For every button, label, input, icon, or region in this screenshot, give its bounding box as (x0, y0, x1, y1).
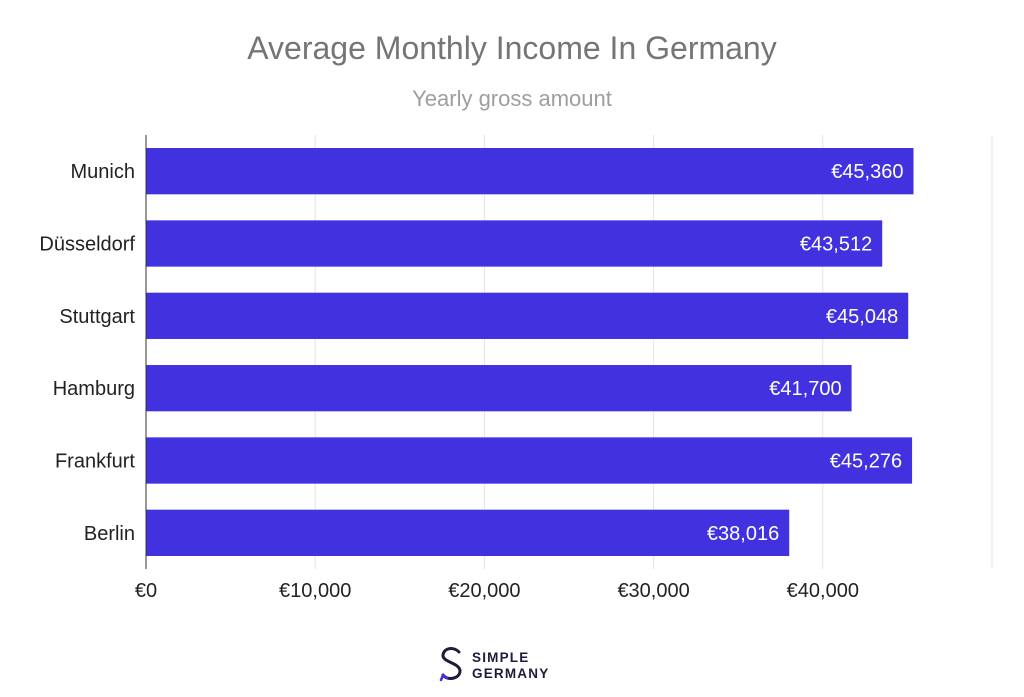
x-tick-label: €30,000 (617, 580, 689, 602)
bar-value-label: €41,700 (769, 378, 841, 400)
category-label: Berlin (84, 523, 135, 545)
category-label: Düsseldorf (39, 234, 135, 256)
bar-value-label: €45,048 (826, 306, 898, 328)
brand-logo: SIMPLE GERMANY (438, 644, 568, 684)
bar (146, 148, 914, 195)
category-label: Frankfurt (55, 451, 135, 473)
bar-value-label: €45,276 (830, 451, 902, 473)
brand-line-2: GERMANY (472, 666, 550, 681)
x-tick-label: €0 (135, 580, 157, 602)
bar (146, 292, 909, 339)
bar (146, 220, 883, 267)
brand-name: SIMPLE GERMANY (472, 650, 549, 682)
bar (146, 365, 852, 412)
category-label: Stuttgart (59, 306, 135, 328)
x-tick-label: €10,000 (279, 580, 351, 602)
bar-value-label: €45,360 (831, 161, 903, 183)
x-tick-label: €20,000 (448, 580, 520, 602)
bar-value-label: €38,016 (707, 523, 779, 545)
category-label: Munich (71, 161, 135, 183)
category-label: Hamburg (53, 378, 135, 400)
s-logo-icon (439, 647, 462, 682)
brand-line-1: SIMPLE (472, 650, 530, 665)
chart-subtitle: Yearly gross amount (412, 86, 612, 111)
x-tick-label: €40,000 (787, 580, 859, 602)
bar-value-label: €43,512 (800, 234, 872, 256)
chart-title: Average Monthly Income In Germany (247, 30, 777, 66)
bar (146, 437, 913, 484)
bar (146, 509, 790, 556)
